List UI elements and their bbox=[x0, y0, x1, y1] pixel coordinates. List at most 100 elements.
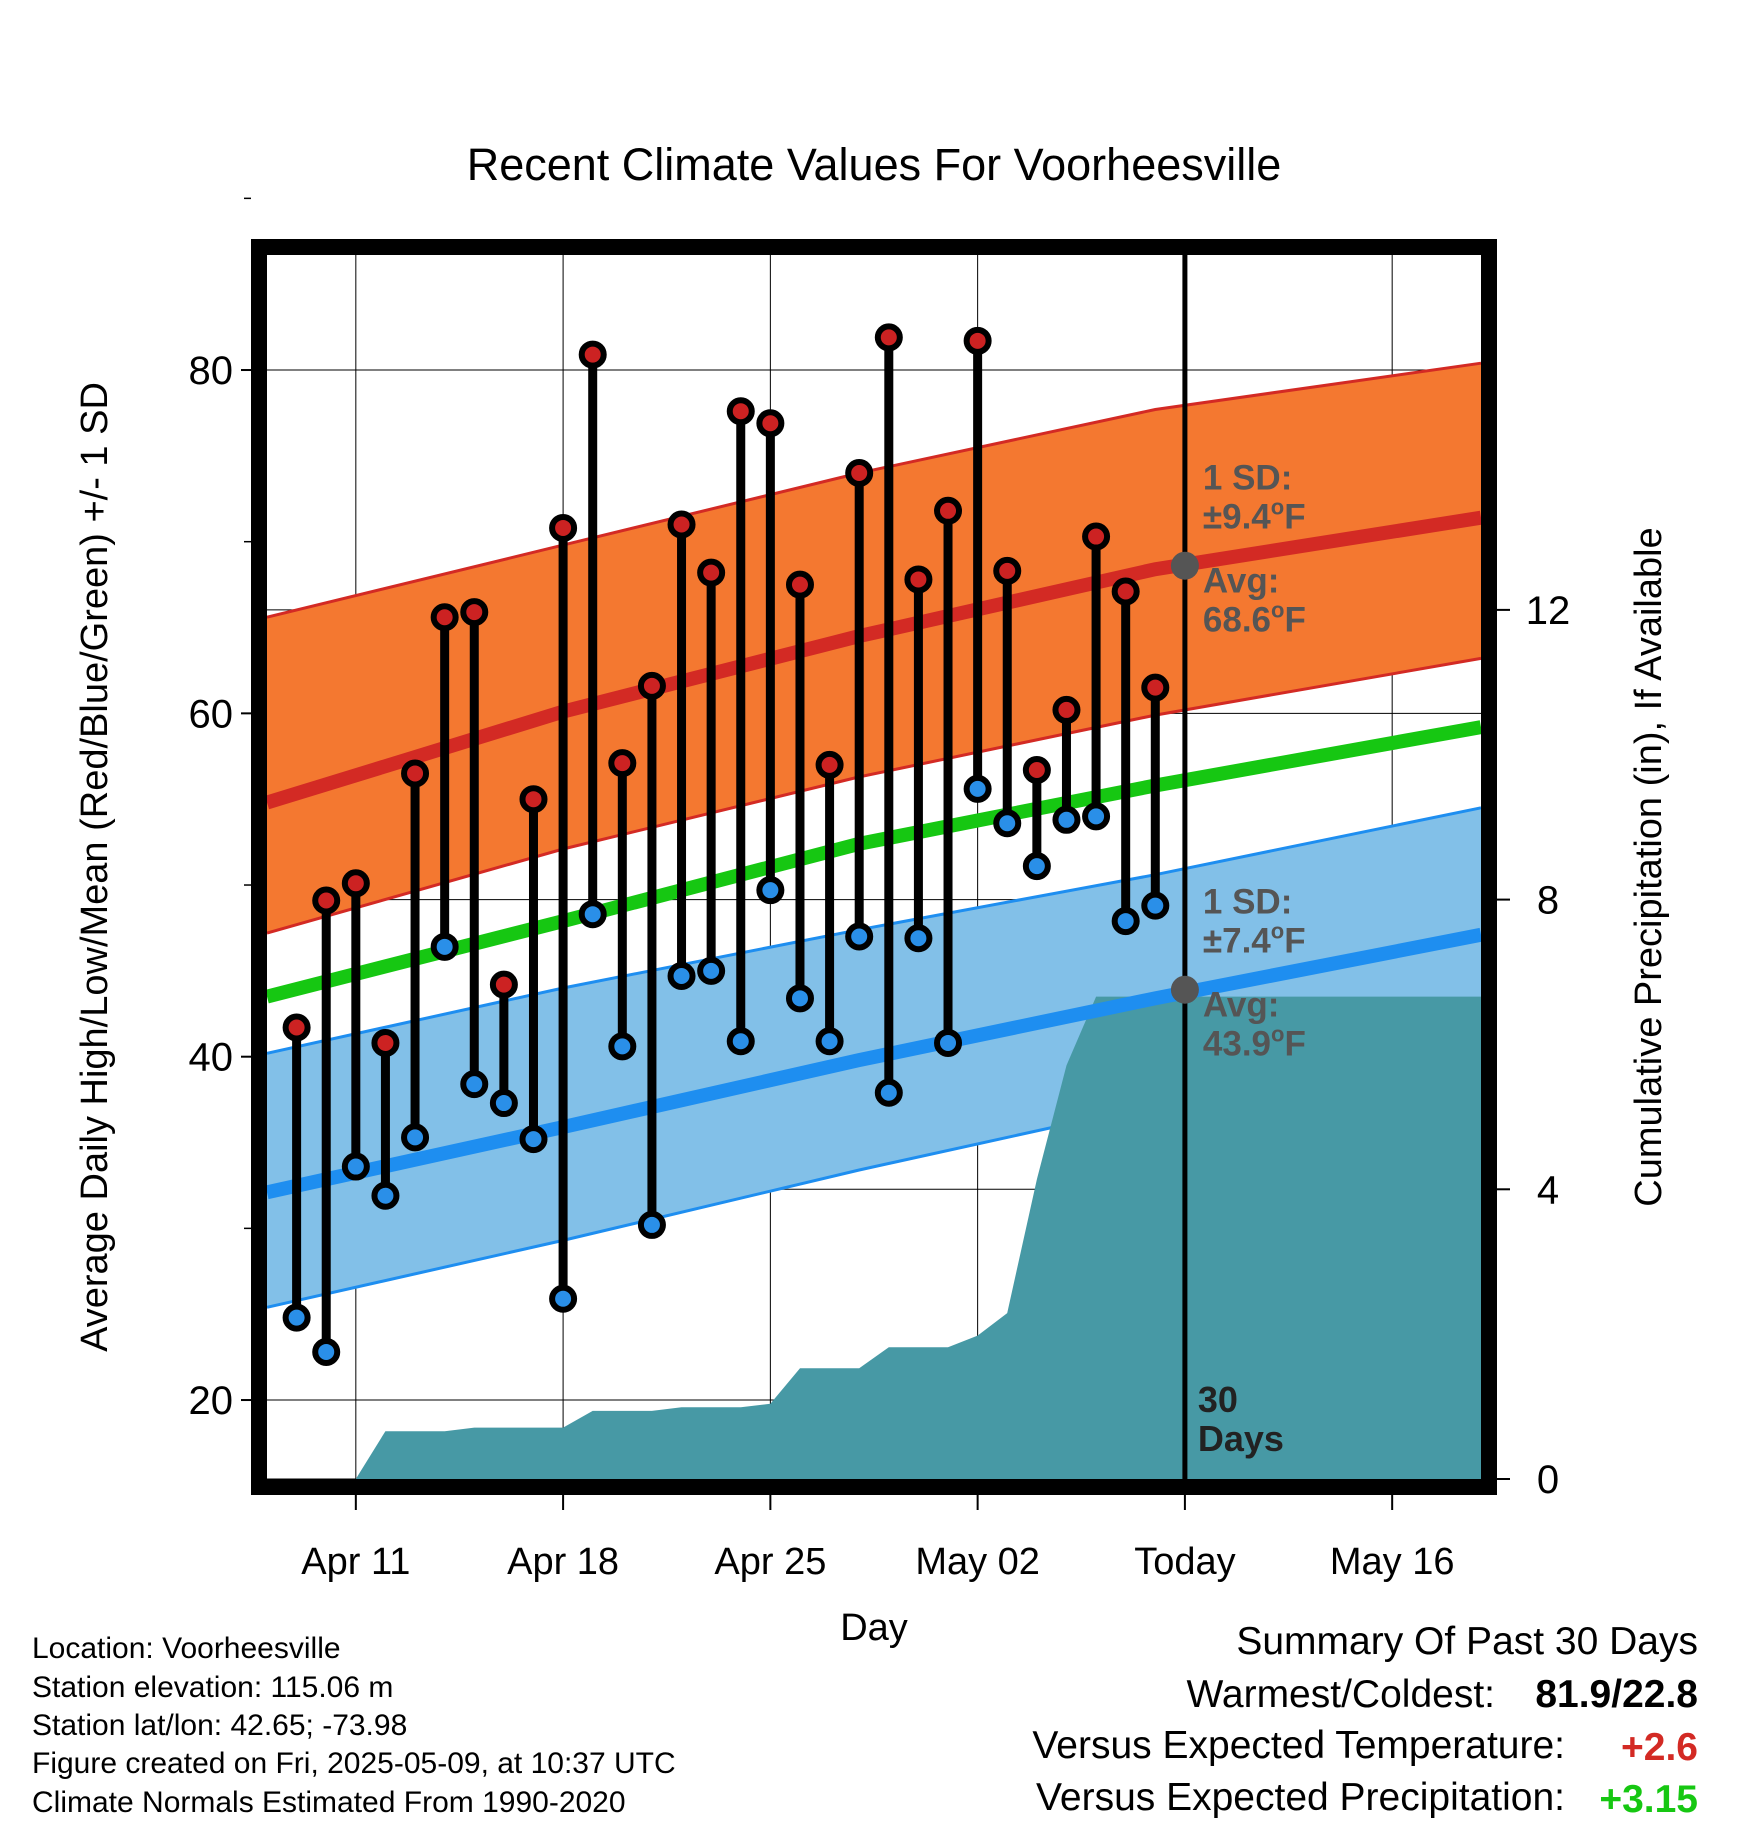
latlon-text: Station lat/lon: 42.65; -73.98 bbox=[32, 1709, 407, 1742]
low-avg-label: Avg: bbox=[1203, 986, 1279, 1025]
low-dot-29 bbox=[1141, 891, 1170, 920]
low-dot-24 bbox=[993, 809, 1022, 838]
high-sd-degree: o bbox=[1271, 495, 1284, 520]
low-dot-20 bbox=[874, 1078, 903, 1107]
x-tick-label-1: Apr 18 bbox=[507, 1541, 619, 1583]
y2-tick-label-2: 8 bbox=[1537, 879, 1559, 923]
low-dot-13 bbox=[667, 962, 696, 991]
high-dot-17 bbox=[785, 570, 814, 599]
high-dot-21 bbox=[904, 565, 933, 594]
low-dot-22 bbox=[934, 1028, 963, 1057]
x-tick-label-5: May 16 bbox=[1330, 1541, 1455, 1583]
low-dot-14 bbox=[697, 956, 726, 985]
high-avg-label: Avg: bbox=[1203, 562, 1279, 601]
high-dot-25 bbox=[1022, 756, 1051, 785]
high-dot-28 bbox=[1111, 577, 1140, 606]
precip-versus-label: Versus Expected Precipitation: bbox=[1036, 1776, 1565, 1819]
high-sd-band bbox=[267, 363, 1481, 934]
high-dot-20 bbox=[874, 323, 903, 352]
high-dot-3 bbox=[371, 1028, 400, 1057]
high-dot-22 bbox=[934, 496, 963, 525]
precip-versus-value: +3.15 bbox=[1599, 1778, 1698, 1821]
low-sd-label: 1 SD: bbox=[1203, 883, 1292, 922]
high-dot-24 bbox=[993, 556, 1022, 585]
high-dot-19 bbox=[845, 459, 874, 488]
high-dot-4 bbox=[401, 759, 430, 788]
warm-cold-label: Warmest/Coldest: bbox=[1187, 1673, 1495, 1716]
high-avg-unit: F bbox=[1284, 601, 1305, 640]
high-sd-unit: F bbox=[1284, 498, 1305, 537]
high-dot-11 bbox=[608, 749, 637, 778]
low-dot-18 bbox=[815, 1027, 844, 1056]
low-dot-7 bbox=[489, 1089, 518, 1118]
x-tick-label-4: Today bbox=[1134, 1541, 1235, 1583]
temp-versus-label: Versus Expected Temperature: bbox=[1032, 1724, 1565, 1767]
low-dot-4 bbox=[401, 1123, 430, 1152]
days-word-label: Days bbox=[1198, 1418, 1284, 1459]
high-dot-23 bbox=[963, 326, 992, 355]
days-count-label: 30 bbox=[1198, 1379, 1238, 1420]
low-avg-unit: F bbox=[1284, 1025, 1305, 1064]
low-normal-line bbox=[265, 927, 1483, 1200]
y2-tick-label-0: 0 bbox=[1537, 1458, 1559, 1502]
low-dot-9 bbox=[549, 1284, 578, 1313]
summary-panel: Summary Of Past 30 Days Warmest/Coldest:… bbox=[1032, 1620, 1698, 1821]
y-tick-label-0: 20 bbox=[189, 1379, 234, 1423]
high-dot-7 bbox=[489, 970, 518, 999]
low-normal-marker bbox=[1170, 975, 1199, 1004]
low-dot-21 bbox=[904, 924, 933, 953]
high-dot-9 bbox=[549, 513, 578, 542]
low-dot-16 bbox=[756, 876, 785, 905]
high-dot-5 bbox=[430, 603, 459, 632]
high-dot-18 bbox=[815, 750, 844, 779]
precip-area bbox=[267, 996, 1481, 1479]
high-dot-26 bbox=[1052, 695, 1081, 724]
y2-axis-label: Cumulative Precipitation (in), If Availa… bbox=[1628, 527, 1670, 1206]
low-dot-11 bbox=[608, 1032, 637, 1061]
low-avg-value: 43.9oF bbox=[1203, 1022, 1306, 1064]
low-sd-value: ±7.4oF bbox=[1203, 919, 1306, 961]
elevation-text: Station elevation: 115.06 m bbox=[32, 1671, 393, 1704]
low-dot-8 bbox=[519, 1125, 548, 1154]
chart-title: Recent Climate Values For Voorheesville bbox=[467, 139, 1282, 190]
y-tick-label-3: 80 bbox=[189, 349, 234, 393]
high-dot-29 bbox=[1141, 673, 1170, 702]
low-sd-unit: F bbox=[1284, 922, 1305, 961]
low-dot-28 bbox=[1111, 907, 1140, 936]
y2-tick-label-1: 4 bbox=[1537, 1168, 1559, 1212]
x-axis-label: Day bbox=[840, 1607, 908, 1649]
plot-frame bbox=[251, 239, 1497, 1495]
created-text: Figure created on Fri, 2025-05-09, at 10… bbox=[32, 1747, 676, 1780]
low-dot-0 bbox=[282, 1303, 311, 1332]
precip-cumulative-area bbox=[267, 996, 1481, 1479]
low-dot-23 bbox=[963, 774, 992, 803]
low-dot-6 bbox=[460, 1070, 489, 1099]
low-dot-15 bbox=[726, 1027, 755, 1056]
high-dot-0 bbox=[282, 1013, 311, 1042]
low-dot-12 bbox=[637, 1210, 666, 1239]
high-avg-degree: o bbox=[1271, 598, 1284, 623]
axis-ticks: Apr 11 Apr 18 Apr 25 May 02 Today May 1620406… bbox=[189, 197, 1571, 1583]
low-dot-25 bbox=[1022, 852, 1051, 881]
high-dot-13 bbox=[667, 510, 696, 539]
low-sd-degree: o bbox=[1271, 919, 1284, 944]
y-tick-label-2: 60 bbox=[189, 692, 234, 736]
high-dot-1 bbox=[312, 886, 341, 915]
high-normal-marker bbox=[1170, 551, 1199, 580]
low-dot-19 bbox=[845, 922, 874, 951]
high-dot-16 bbox=[756, 409, 785, 438]
summary-title: Summary Of Past 30 Days bbox=[1236, 1620, 1698, 1663]
warm-cold-value: 81.9/22.8 bbox=[1535, 1673, 1698, 1716]
normals-text: Climate Normals Estimated From 1990-2020 bbox=[32, 1786, 626, 1819]
low-dot-10 bbox=[578, 900, 607, 929]
high-dot-12 bbox=[637, 671, 666, 700]
y2-tick-label-3: 12 bbox=[1526, 589, 1571, 633]
station-info: Location: Voorheesville Station elevatio… bbox=[32, 1632, 676, 1819]
temp-versus-value: +2.6 bbox=[1621, 1726, 1698, 1769]
low-avg-degree: o bbox=[1271, 1022, 1284, 1047]
high-dot-27 bbox=[1082, 522, 1111, 551]
low-dot-17 bbox=[785, 984, 814, 1013]
x-tick-label-2: Apr 25 bbox=[714, 1541, 826, 1583]
